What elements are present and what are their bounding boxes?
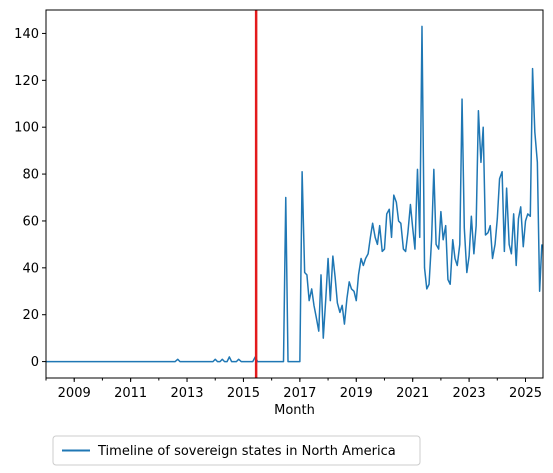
y-tick-label: 140 — [14, 27, 39, 42]
x-tick-label: 2023 — [453, 386, 486, 401]
plot-area — [46, 10, 543, 378]
x-axis-ticks: 2009 2011 2013 2015 2017 2019 2021 2023 2025 — [45, 378, 542, 401]
y-tick-label: 60 — [22, 214, 39, 229]
legend-box — [52, 435, 421, 466]
y-axis-ticks: 0 20 40 60 80 100 120 140 — [14, 27, 46, 370]
x-tick-label: 2013 — [170, 386, 203, 401]
series-line — [46, 25, 543, 363]
x-tick-label: 2025 — [509, 386, 542, 401]
y-tick-label: 80 — [22, 168, 39, 183]
legend: Timeline of sovereign states in North Am… — [52, 435, 421, 466]
x-tick-label: 2017 — [283, 386, 316, 401]
y-tick-label: 100 — [14, 121, 39, 136]
x-tick-label: 2009 — [58, 386, 91, 401]
axes-frame — [45, 9, 544, 379]
y-tick-label: 120 — [14, 74, 39, 89]
y-tick-label: 0 — [31, 355, 39, 370]
x-tick-label: 2011 — [114, 386, 147, 401]
x-tick-label: 2019 — [340, 386, 373, 401]
legend-label: Timeline of sovereign states in North Am… — [97, 444, 396, 459]
y-tick-label: 40 — [22, 261, 39, 276]
x-axis-title: Month — [274, 403, 315, 418]
x-tick-label: 2021 — [396, 386, 429, 401]
x-tick-label: 2015 — [227, 386, 260, 401]
y-tick-label: 20 — [22, 308, 39, 323]
